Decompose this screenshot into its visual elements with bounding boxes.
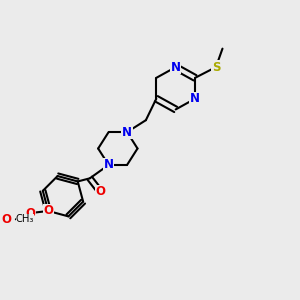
Text: O: O [95, 185, 105, 198]
Text: O: O [2, 213, 11, 226]
Text: S: S [212, 61, 220, 74]
Text: N: N [103, 158, 114, 171]
Text: O: O [26, 207, 35, 220]
Text: N: N [122, 126, 132, 139]
Text: O: O [43, 205, 53, 218]
Text: N: N [171, 61, 181, 74]
Text: N: N [190, 92, 200, 105]
Text: CH₃: CH₃ [16, 214, 34, 224]
